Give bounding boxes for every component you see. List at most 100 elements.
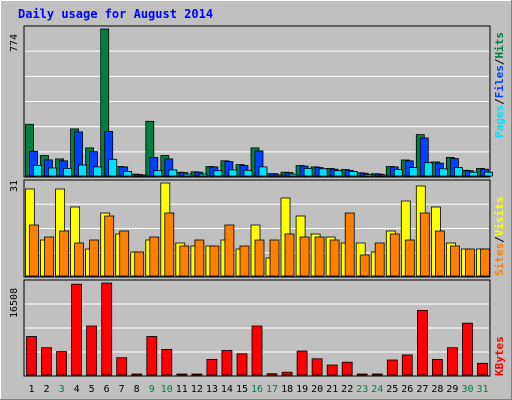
bar-kbytes-day-16 [251, 325, 263, 376]
bar-kbytes-day-1 [26, 336, 37, 376]
bar-pages-day-31 [484, 171, 493, 177]
bar-pages-day-23 [363, 174, 373, 177]
bar-kbytes-day-10 [161, 348, 173, 376]
bar-sites-day-3 [59, 230, 69, 277]
bar-kbytes-day-6 [101, 282, 113, 376]
bar-sites-day-19 [299, 236, 310, 277]
bar-kbytes-day-11 [176, 373, 188, 376]
day-label-17: 17 [266, 384, 278, 395]
bar-pages-day-25 [393, 169, 403, 177]
bar-pages-day-19 [303, 167, 313, 177]
ymax-label-hits-panel: 774 [9, 34, 20, 52]
day-label-19: 19 [296, 384, 308, 395]
legend-files: Files [493, 65, 506, 98]
chart-title: Daily usage for August 2014 [18, 7, 213, 21]
day-label-24: 24 [371, 384, 383, 395]
bar-pages-day-8 [138, 174, 148, 177]
legend-hits: Hits [493, 32, 506, 59]
bar-sites-day-7 [119, 230, 130, 277]
day-label-21: 21 [326, 384, 338, 395]
legend-sep-2: / [493, 58, 506, 65]
legend-hits-files-pages: Pages/Files/Hits [493, 32, 506, 138]
bars [25, 28, 493, 376]
day-label-11: 11 [176, 384, 188, 395]
day-label-31: 31 [476, 384, 488, 395]
day-label-15: 15 [236, 384, 248, 395]
day-label-26: 26 [401, 384, 413, 395]
bar-kbytes-day-13 [206, 358, 218, 376]
bar-pages-day-21 [333, 170, 343, 177]
day-label-18: 18 [281, 384, 293, 395]
bar-pages-day-11 [183, 173, 193, 177]
day-label-29: 29 [446, 384, 458, 395]
bar-sites-day-5 [89, 239, 99, 277]
bar-pages-day-14 [228, 169, 238, 177]
bar-kbytes-day-20 [311, 358, 323, 376]
bar-pages-day-15 [243, 169, 253, 177]
bar-sites-day-30 [464, 248, 475, 277]
day-label-25: 25 [386, 384, 398, 395]
bar-kbytes-day-26 [401, 354, 413, 376]
ymax-label-kbytes-panel: 16508 [9, 288, 20, 318]
day-label-2: 2 [43, 384, 49, 395]
ymax-labels: 774 31 16508 [9, 34, 20, 318]
bar-kbytes-day-7 [116, 357, 128, 376]
bar-sites-day-26 [404, 239, 415, 277]
legend-pages: Pages [493, 105, 506, 138]
bar-pages-day-6 [108, 158, 118, 177]
day-label-20: 20 [311, 384, 323, 395]
bar-kbytes-day-19 [296, 350, 308, 376]
day-label-12: 12 [191, 384, 203, 395]
bar-kbytes-day-3 [56, 351, 67, 376]
bar-sites-day-31 [480, 248, 490, 277]
bar-pages-day-30 [468, 171, 478, 177]
bar-pages-day-10 [168, 169, 178, 177]
day-label-10: 10 [161, 384, 173, 395]
bar-kbytes-day-23 [356, 373, 368, 376]
legend-visits-sites: Sites/Visits [493, 197, 506, 277]
day-label-5: 5 [89, 384, 95, 395]
bar-sites-day-21 [329, 239, 340, 277]
bar-sites-day-16 [254, 239, 265, 277]
bar-pages-day-12 [198, 173, 208, 177]
bar-kbytes-day-25 [386, 359, 398, 376]
day-label-3: 3 [59, 384, 65, 395]
bar-sites-day-15 [239, 245, 250, 277]
day-label-22: 22 [341, 384, 353, 395]
bar-pages-day-22 [348, 170, 358, 177]
bar-kbytes-day-21 [326, 364, 338, 376]
bar-pages-day-28 [438, 168, 448, 177]
bar-kbytes-day-9 [146, 336, 158, 376]
day-label-23: 23 [356, 384, 368, 395]
day-label-27: 27 [416, 384, 428, 395]
bar-sites-day-13 [209, 245, 220, 277]
bar-kbytes-day-15 [236, 353, 248, 376]
day-label-13: 13 [206, 384, 218, 395]
bar-sites-day-6 [104, 215, 115, 277]
bar-kbytes-day-8 [131, 373, 143, 376]
bar-sites-day-12 [194, 239, 205, 277]
bar-sites-day-22 [344, 212, 355, 277]
bar-sites-day-11 [179, 245, 190, 277]
day-label-6: 6 [104, 384, 110, 395]
bar-pages-day-7 [123, 170, 133, 177]
bar-sites-day-23 [359, 254, 370, 277]
bar-pages-day-16 [258, 166, 268, 177]
bar-kbytes-day-2 [41, 347, 52, 376]
legend-kbytes: KBytes [493, 336, 506, 376]
bar-kbytes-day-30 [462, 322, 473, 376]
bar-kbytes-day-28 [431, 358, 443, 376]
legend-visits: Visits [493, 197, 506, 237]
bar-pages-day-26 [408, 167, 418, 177]
bar-pages-day-9 [153, 170, 163, 177]
day-label-28: 28 [431, 384, 443, 395]
day-label-1: 1 [28, 384, 34, 395]
day-label-14: 14 [221, 384, 233, 395]
bar-sites-day-4 [74, 242, 84, 277]
bar-sites-day-2 [44, 236, 54, 277]
day-labels: 1 2 3 4 5 6 7 8 9 10 11 12 13 14 15 16 17 18 19 20 21 22 23 24 2… [28, 384, 488, 395]
bar-kbytes-day-18 [281, 371, 293, 376]
legend-kbytes-label: KBytes [493, 336, 506, 376]
bar-pages-day-20 [318, 168, 328, 177]
